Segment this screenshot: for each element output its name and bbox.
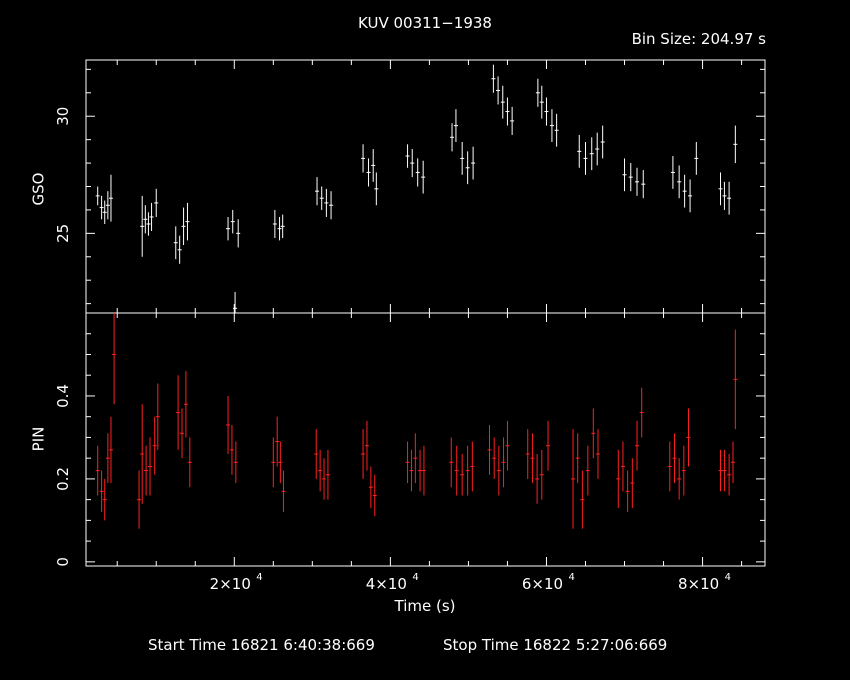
- x-tick-exponent: 4: [256, 572, 262, 583]
- tick-labels: 25 30 0 0.2 0.4 2×10 4 4×10 4 6×10 4 8×10 4: [54, 107, 731, 593]
- y-tick-label: 30: [54, 107, 72, 126]
- x-tick-label: 2×10: [210, 575, 251, 593]
- stop-time-label: Stop Time 16822 5:27:06:669: [443, 636, 668, 654]
- y-tick-label: 25: [54, 224, 72, 243]
- bin-size-label: Bin Size: 204.97 s: [631, 30, 766, 48]
- panel-border: [85, 312, 766, 567]
- gso-data-points: [95, 64, 738, 313]
- x-axis-label: Time (s): [394, 597, 456, 615]
- pin-data-points: [95, 313, 738, 529]
- x-tick-exponent: 4: [568, 572, 574, 583]
- x-tick-label: 4×10: [366, 575, 407, 593]
- y-tick-label: 0: [54, 557, 72, 567]
- y-tick-label: 0.2: [54, 467, 72, 491]
- pin-panel-frame: [85, 312, 766, 567]
- start-time-label: Start Time 16821 6:40:38:669: [148, 636, 375, 654]
- x-tick-label: 6×10: [522, 575, 563, 593]
- x-tick-label: 8×10: [678, 575, 719, 593]
- y-tick-label: 0.4: [54, 384, 72, 408]
- x-tick-exponent: 4: [725, 572, 731, 583]
- gso-axis-label: GSO: [29, 172, 48, 206]
- x-tick-exponent: 4: [412, 572, 418, 583]
- pin-axis-label: PIN: [29, 426, 48, 452]
- chart-title: KUV 00311−1938: [358, 14, 492, 32]
